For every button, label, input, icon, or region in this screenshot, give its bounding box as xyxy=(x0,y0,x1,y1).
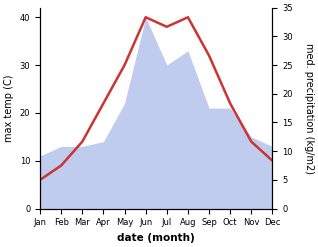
X-axis label: date (month): date (month) xyxy=(117,233,195,243)
Y-axis label: med. precipitation (kg/m2): med. precipitation (kg/m2) xyxy=(304,43,314,174)
Y-axis label: max temp (C): max temp (C) xyxy=(4,74,14,142)
